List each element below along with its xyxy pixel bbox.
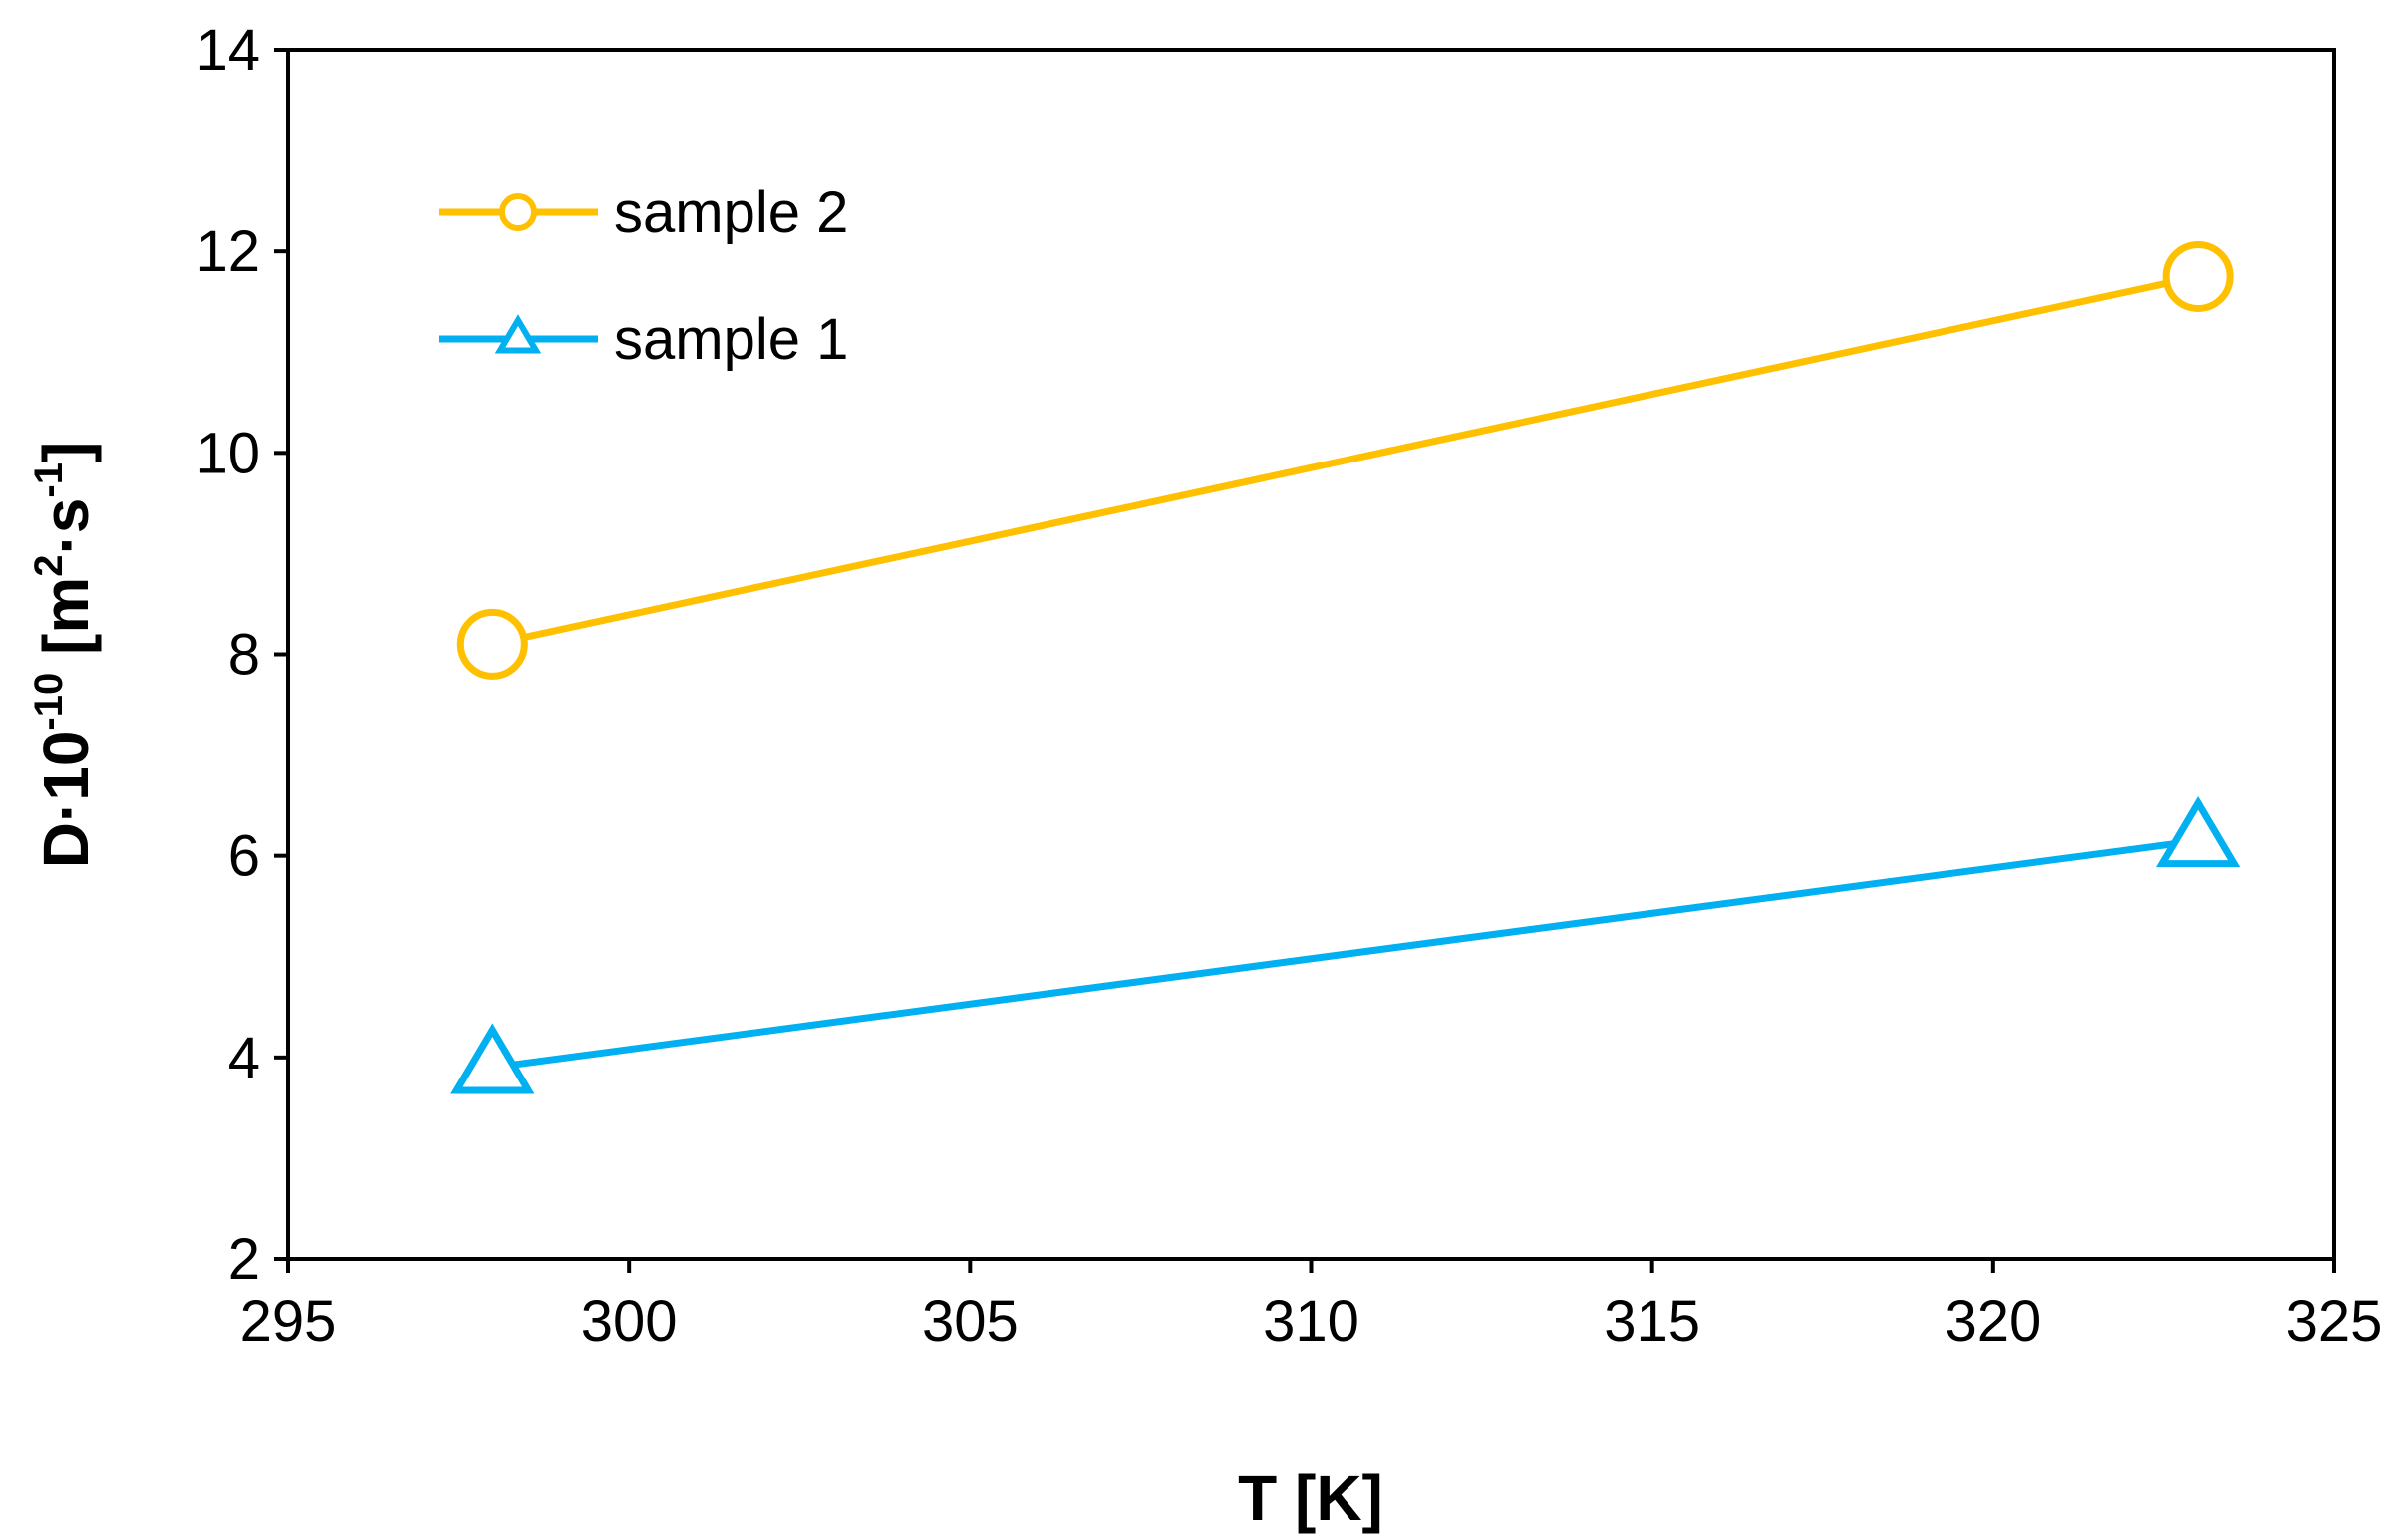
x-tick-label: 310 bbox=[1263, 1289, 1359, 1354]
y-axis-title-exp1: -10 bbox=[27, 673, 71, 731]
y-axis-title-exp2: 2 bbox=[27, 555, 71, 577]
series-line-sample-2 bbox=[491, 273, 2199, 648]
y-axis-title-end: ] bbox=[30, 442, 102, 462]
y-axis-title-base: D·10 bbox=[30, 731, 102, 869]
data-point-sample-2 bbox=[456, 608, 528, 680]
y-tick-label: 2 bbox=[228, 1227, 260, 1292]
y-tick-label: 4 bbox=[228, 1026, 260, 1090]
y-axis-ticks: 2 4 6 8 10 12 14 bbox=[195, 18, 288, 1292]
y-axis-title: D·10-10 [m2·s-1] bbox=[27, 442, 102, 869]
y-tick-label: 12 bbox=[195, 219, 260, 284]
y-tick-label: 6 bbox=[228, 824, 260, 889]
x-tick-label: 295 bbox=[240, 1289, 337, 1354]
x-tick-label: 320 bbox=[1945, 1289, 2041, 1354]
data-point-sample-2 bbox=[2162, 240, 2234, 312]
legend-label-sample-2: sample 2 bbox=[614, 180, 848, 245]
y-tick-label: 8 bbox=[228, 623, 260, 688]
y-axis-title-exp3: -1 bbox=[27, 462, 71, 498]
plot-area bbox=[286, 48, 2336, 1261]
y-tick-label: 10 bbox=[195, 421, 260, 485]
series-line-sample-1 bbox=[491, 837, 2199, 1072]
legend: sample 2 sample 1 bbox=[439, 180, 848, 372]
x-tick-label: 300 bbox=[581, 1289, 678, 1354]
data-point-sample-1 bbox=[2155, 795, 2241, 868]
y-axis-title-mid2: ·s bbox=[30, 498, 102, 555]
x-tick-label: 305 bbox=[922, 1289, 1019, 1354]
y-axis-title-mid: [m bbox=[30, 577, 102, 673]
legend-marker-sample-1 bbox=[494, 314, 542, 354]
legend-label-sample-1: sample 1 bbox=[614, 307, 848, 372]
legend-marker-sample-2 bbox=[499, 193, 537, 231]
data-point-sample-1 bbox=[450, 1023, 535, 1094]
x-tick-label: 315 bbox=[1604, 1289, 1700, 1354]
series-layer bbox=[450, 240, 2241, 1094]
x-axis-ticks: 295 300 305 310 315 320 325 bbox=[240, 1259, 2383, 1354]
x-axis-title: T [K] bbox=[1238, 1462, 1383, 1534]
y-tick-label: 14 bbox=[195, 18, 260, 83]
x-tick-label: 325 bbox=[2286, 1289, 2383, 1354]
